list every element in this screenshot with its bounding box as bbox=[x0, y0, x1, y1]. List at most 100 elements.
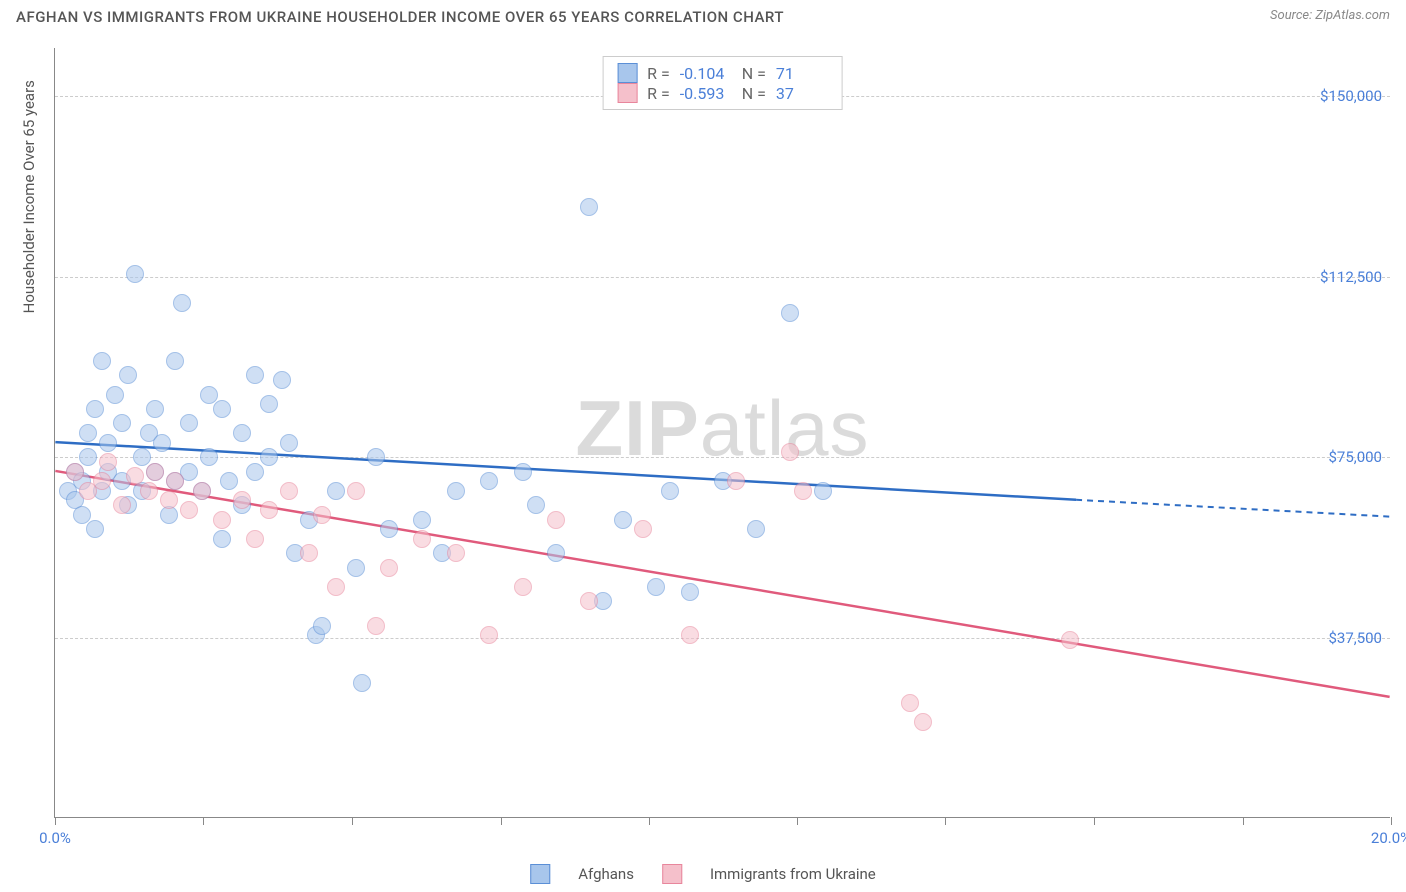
data-point bbox=[614, 511, 632, 529]
data-point bbox=[119, 366, 137, 384]
r-value-afghans: -0.104 bbox=[680, 64, 732, 83]
data-point bbox=[79, 424, 97, 442]
data-point bbox=[781, 443, 799, 461]
n-value-ukraine: 37 bbox=[776, 84, 828, 103]
data-point bbox=[367, 448, 385, 466]
data-point bbox=[93, 472, 111, 490]
data-point bbox=[380, 559, 398, 577]
data-point bbox=[447, 482, 465, 500]
n-value-afghans: 71 bbox=[776, 64, 828, 83]
data-point bbox=[66, 463, 84, 481]
x-tick bbox=[797, 817, 798, 825]
data-point bbox=[480, 626, 498, 644]
data-point bbox=[514, 578, 532, 596]
data-point bbox=[661, 482, 679, 500]
chart-title: AFGHAN VS IMMIGRANTS FROM UKRAINE HOUSEH… bbox=[16, 8, 784, 26]
data-point bbox=[213, 400, 231, 418]
data-point bbox=[547, 511, 565, 529]
data-point bbox=[160, 491, 178, 509]
data-point bbox=[233, 491, 251, 509]
data-point bbox=[173, 294, 191, 312]
data-point bbox=[681, 583, 699, 601]
legend-label-ukraine: Immigrants from Ukraine bbox=[710, 865, 876, 883]
data-point bbox=[146, 463, 164, 481]
y-axis-label: Householder Income Over 65 years bbox=[20, 80, 38, 313]
data-point bbox=[146, 400, 164, 418]
x-tick-label: 20.0% bbox=[1371, 829, 1406, 847]
x-tick bbox=[649, 817, 650, 825]
data-point bbox=[300, 544, 318, 562]
data-point bbox=[580, 198, 598, 216]
data-point bbox=[447, 544, 465, 562]
y-tick-label: $150,000 bbox=[1320, 87, 1382, 105]
bottom-legend: Afghans Immigrants from Ukraine bbox=[530, 864, 876, 884]
data-point bbox=[634, 520, 652, 538]
data-point bbox=[153, 434, 171, 452]
gridline bbox=[55, 457, 1390, 458]
data-point bbox=[133, 448, 151, 466]
gridline bbox=[55, 638, 1390, 639]
x-tick bbox=[945, 817, 946, 825]
data-point bbox=[327, 482, 345, 500]
data-point bbox=[86, 400, 104, 418]
legend-swatch-afghans-icon bbox=[530, 864, 550, 884]
gridline bbox=[55, 277, 1390, 278]
data-point bbox=[647, 578, 665, 596]
y-tick-label: $37,500 bbox=[1328, 629, 1382, 647]
data-point bbox=[200, 448, 218, 466]
data-point bbox=[814, 482, 832, 500]
data-point bbox=[260, 501, 278, 519]
data-point bbox=[273, 371, 291, 389]
legend-swatch-ukraine-icon bbox=[662, 864, 682, 884]
data-point bbox=[99, 453, 117, 471]
y-tick-label: $112,500 bbox=[1320, 268, 1382, 286]
x-tick bbox=[203, 817, 204, 825]
data-point bbox=[126, 467, 144, 485]
x-tick bbox=[55, 817, 56, 825]
legend-label-afghans: Afghans bbox=[578, 865, 634, 883]
data-point bbox=[901, 694, 919, 712]
stats-row-ukraine: R = -0.593 N = 37 bbox=[617, 83, 828, 103]
data-point bbox=[180, 501, 198, 519]
stats-row-afghans: R = -0.104 N = 71 bbox=[617, 63, 828, 83]
x-tick bbox=[1243, 817, 1244, 825]
stats-legend-box: R = -0.104 N = 71 R = -0.593 N = 37 bbox=[602, 56, 843, 110]
data-point bbox=[781, 304, 799, 322]
data-point bbox=[79, 448, 97, 466]
data-point bbox=[547, 544, 565, 562]
data-point bbox=[86, 520, 104, 538]
x-tick bbox=[501, 817, 502, 825]
data-point bbox=[527, 496, 545, 514]
data-point bbox=[140, 482, 158, 500]
data-point bbox=[213, 530, 231, 548]
data-point bbox=[233, 424, 251, 442]
source-label: Source: ZipAtlas.com bbox=[1270, 8, 1390, 23]
data-point bbox=[413, 511, 431, 529]
regression-lines bbox=[55, 48, 1390, 817]
data-point bbox=[914, 713, 932, 731]
data-point bbox=[413, 530, 431, 548]
data-point bbox=[367, 617, 385, 635]
data-point bbox=[514, 463, 532, 481]
data-point bbox=[260, 448, 278, 466]
y-tick-label: $75,000 bbox=[1328, 448, 1382, 466]
data-point bbox=[126, 265, 144, 283]
data-point bbox=[213, 511, 231, 529]
data-point bbox=[1061, 631, 1079, 649]
data-point bbox=[260, 395, 278, 413]
r-value-ukraine: -0.593 bbox=[680, 84, 732, 103]
data-point bbox=[727, 472, 745, 490]
data-point bbox=[73, 506, 91, 524]
data-point bbox=[166, 352, 184, 370]
data-point bbox=[93, 352, 111, 370]
data-point bbox=[106, 386, 124, 404]
data-point bbox=[113, 414, 131, 432]
data-point bbox=[280, 434, 298, 452]
data-point bbox=[99, 434, 117, 452]
x-tick bbox=[1094, 817, 1095, 825]
data-point bbox=[480, 472, 498, 490]
data-point bbox=[347, 559, 365, 577]
data-point bbox=[113, 496, 131, 514]
watermark: ZIPatlas bbox=[575, 382, 869, 473]
swatch-ukraine-icon bbox=[617, 83, 637, 103]
